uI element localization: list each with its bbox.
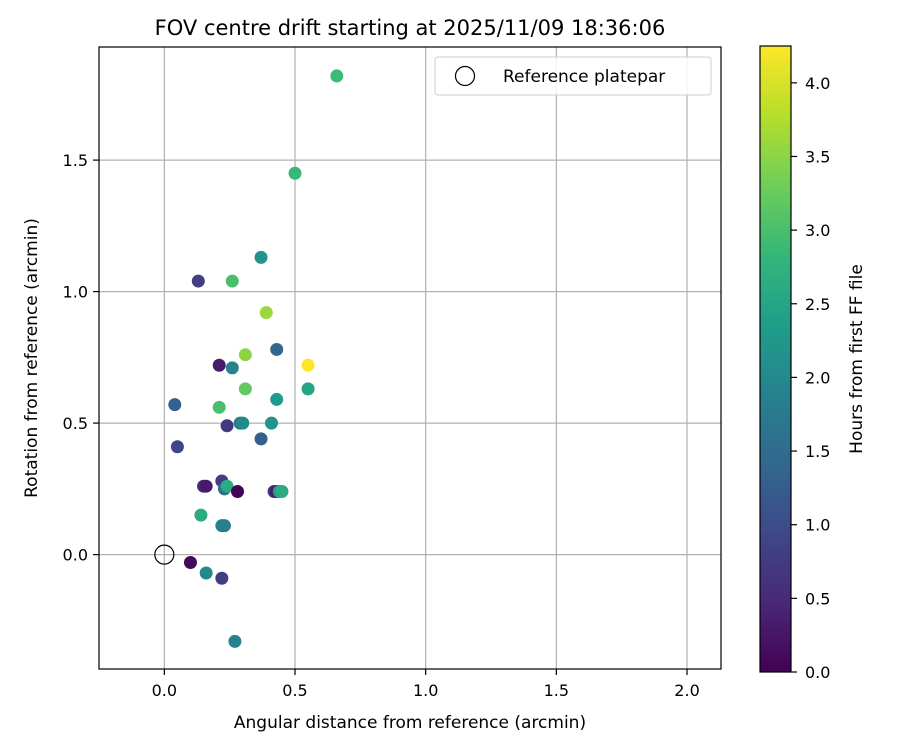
- reference-marker-layer: [154, 544, 175, 565]
- x-tick-label: 2.0: [674, 681, 699, 700]
- data-point: [168, 398, 182, 412]
- data-point: [236, 416, 250, 430]
- data-point: [212, 358, 226, 372]
- data-point: [275, 484, 289, 498]
- data-point: [183, 555, 197, 569]
- data-point: [270, 392, 284, 406]
- colorbar-tick-label: 0.0: [805, 663, 830, 682]
- colorbar-tick-label: 2.5: [805, 295, 830, 314]
- legend-box: [434, 56, 712, 96]
- legend: Reference platepar: [434, 56, 712, 96]
- data-point: [220, 419, 234, 433]
- legend-label: Reference platepar: [503, 67, 665, 87]
- reference-platepar-marker: [154, 544, 175, 565]
- y-axis-label: Rotation from reference (arcmin): [22, 218, 42, 498]
- colorbar-tick-label: 3.0: [805, 221, 830, 240]
- chart-title: FOV centre drift starting at 2025/11/09 …: [155, 16, 666, 40]
- data-point: [254, 432, 268, 446]
- data-point: [270, 342, 284, 356]
- plot-frame: [98, 46, 722, 670]
- data-points: [168, 69, 344, 648]
- data-point: [225, 274, 239, 288]
- data-point: [225, 361, 239, 375]
- y-tick-label: 1.0: [63, 283, 88, 302]
- x-tick-label: 0.5: [282, 681, 307, 700]
- x-tick-label: 0.0: [152, 681, 177, 700]
- data-point: [199, 479, 213, 493]
- y-tick-label: 0.5: [63, 414, 88, 433]
- data-point: [238, 348, 252, 362]
- data-point: [220, 479, 234, 493]
- data-point: [215, 571, 229, 585]
- colorbar-tick-label: 2.0: [805, 368, 830, 387]
- data-point: [231, 484, 245, 498]
- data-point: [330, 69, 344, 83]
- data-point: [217, 519, 231, 533]
- x-axis-label: Angular distance from reference (arcmin): [234, 713, 586, 733]
- data-point: [238, 382, 252, 396]
- colorbar-label: Hours from first FF file: [847, 264, 867, 454]
- y-tick-label: 1.5: [63, 151, 88, 170]
- data-point: [212, 400, 226, 414]
- colorbar-tick-label: 3.5: [805, 147, 830, 166]
- x-tick-label: 1.5: [544, 681, 569, 700]
- data-point: [199, 566, 213, 580]
- data-point: [194, 508, 208, 522]
- colorbar-ticks: 0.0 0.5 1.0 1.5 2.0 2.5 3.0 3.5 4.0: [791, 74, 830, 682]
- data-point: [191, 274, 205, 288]
- data-point: [228, 634, 242, 648]
- data-point: [264, 416, 278, 430]
- x-tick-label: 1.0: [413, 681, 438, 700]
- y-tick-label: 0.0: [63, 546, 88, 565]
- colorbar-tick-label: 1.0: [805, 516, 830, 535]
- colorbar-gradient: [760, 46, 791, 672]
- data-point: [301, 358, 315, 372]
- colorbar-tick-label: 0.5: [805, 589, 830, 608]
- x-axis-ticks: 0.0 0.5 1.0 1.5 2.0: [152, 669, 700, 700]
- colorbar-tick-label: 1.5: [805, 442, 830, 461]
- data-point: [288, 166, 302, 180]
- data-point: [301, 382, 315, 396]
- grid-lines: [99, 47, 721, 669]
- y-axis-ticks: 0.0 0.5 1.0 1.5: [63, 151, 99, 565]
- data-point: [254, 250, 268, 264]
- colorbar: 0.0 0.5 1.0 1.5 2.0 2.5 3.0 3.5 4.0 Hours from f…: [759, 45, 867, 682]
- colorbar-tick-label: 4.0: [805, 74, 830, 93]
- legend-marker-circle: [454, 65, 476, 87]
- data-point: [259, 306, 273, 320]
- colorbar-frame: [759, 45, 792, 673]
- data-point: [170, 440, 184, 454]
